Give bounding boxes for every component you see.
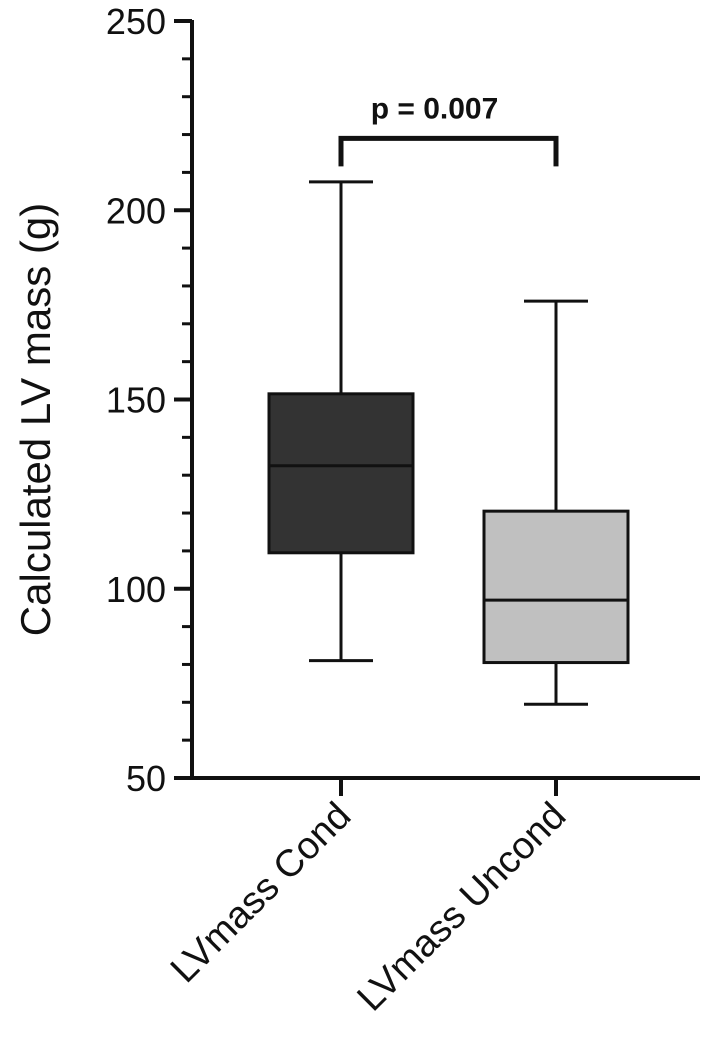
y-tick-label: 200 <box>106 190 166 231</box>
x-tick-label: LVmass Uncond <box>350 795 575 1020</box>
y-tick-label: 100 <box>106 569 166 610</box>
box-iqr <box>482 509 630 665</box>
box-iqr <box>267 392 415 555</box>
y-tick-label: 50 <box>126 758 166 799</box>
y-tick-label: 150 <box>106 380 166 421</box>
p-value-label: p = 0.007 <box>371 92 499 125</box>
y-tick-label: 250 <box>106 1 166 42</box>
y-axis-title: Calculated LV mass (g) <box>12 203 59 636</box>
x-tick-label: LVmass Cond <box>163 795 359 991</box>
significance-bracket <box>338 135 559 167</box>
